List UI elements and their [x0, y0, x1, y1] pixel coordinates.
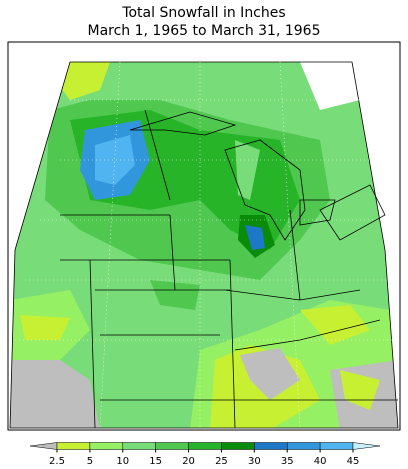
map: [7, 41, 401, 431]
legend-tick-label: 45: [347, 456, 360, 467]
legend-tick-label: 5: [87, 456, 93, 467]
legend-tick-label: 30: [248, 456, 261, 467]
title-line-2: March 1, 1965 to March 31, 1965: [88, 23, 321, 39]
legend-swatch: [188, 442, 222, 450]
legend-swatch: [221, 442, 255, 450]
legend-swatch: [89, 442, 124, 450]
legend-swatch: [155, 442, 189, 450]
legend-tick-label: 40: [314, 456, 327, 467]
legend-tick-label: 2.5: [49, 456, 65, 467]
legend-swatch: [254, 442, 288, 450]
legend-swatch: [319, 442, 354, 450]
legend-tick-label: 35: [281, 456, 294, 467]
legend-swatch: [56, 442, 91, 450]
legend-swatch: [286, 442, 321, 450]
legend-tick-label: 15: [149, 456, 162, 467]
legend-tick-label: 20: [182, 456, 195, 467]
legend-tick-label: 10: [116, 456, 129, 467]
legend-tick-label: 25: [215, 456, 228, 467]
legend-high: [352, 442, 381, 450]
legend-swatch: [122, 442, 156, 450]
legend-low: [29, 442, 58, 450]
title-line-1: Total Snowfall in Inches: [121, 5, 285, 21]
